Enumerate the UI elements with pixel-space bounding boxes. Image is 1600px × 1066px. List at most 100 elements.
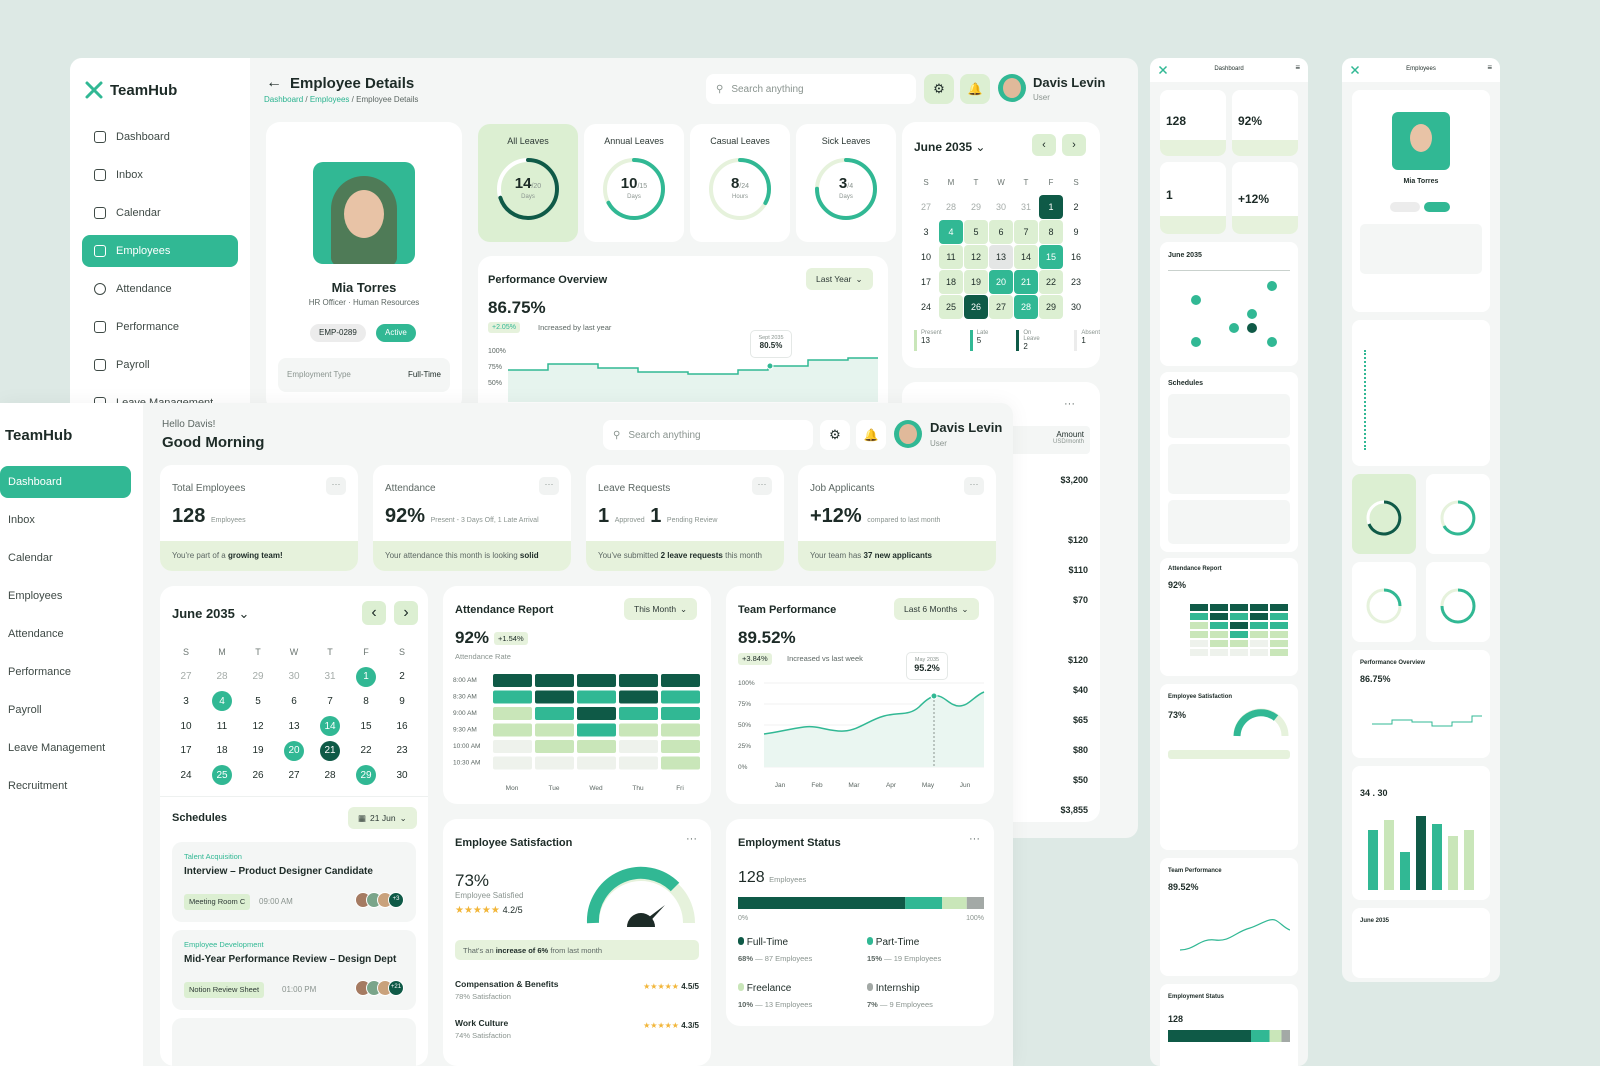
calendar-day[interactable]: 27: [180, 671, 192, 683]
menu-icon[interactable]: ≡: [1295, 63, 1300, 72]
calendar-month[interactable]: June 2035 ⌄: [914, 140, 986, 154]
calendar-day[interactable]: 29: [252, 671, 264, 683]
more-icon[interactable]: ···: [969, 833, 980, 845]
calendar-day[interactable]: 12: [252, 720, 264, 732]
notifications-button[interactable]: 🔔: [856, 420, 886, 450]
calendar-day[interactable]: 27: [920, 202, 931, 212]
calendar-day[interactable]: 24: [180, 769, 192, 781]
calendar-day[interactable]: 30: [1070, 302, 1081, 312]
leave-card-all[interactable]: All Leaves 14/20 Days: [478, 124, 578, 242]
sidebar-item-leave-management[interactable]: Leave Management: [8, 742, 106, 754]
calendar-day[interactable]: 28: [216, 671, 228, 683]
calendar-day[interactable]: 18: [216, 745, 228, 757]
search-input[interactable]: ⚲ Search anything: [603, 420, 813, 450]
calendar-day[interactable]: 4: [939, 220, 963, 244]
logo-text[interactable]: TeamHub: [5, 427, 73, 444]
calendar-day[interactable]: 2: [1073, 202, 1079, 212]
calendar-day[interactable]: 28: [945, 202, 956, 212]
calendar-day[interactable]: 3: [923, 227, 929, 237]
more-icon[interactable]: ···: [1064, 398, 1075, 410]
schedule-item[interactable]: Talent Acquisition Interview – Product D…: [172, 842, 416, 922]
calendar-day[interactable]: 11: [216, 720, 228, 732]
calendar-month[interactable]: June 2035 ⌄: [172, 606, 250, 621]
leave-card-casual[interactable]: Casual Leaves 8/24 Hours: [690, 124, 790, 242]
more-icon[interactable]: ···: [964, 477, 984, 495]
notifications-button[interactable]: 🔔: [960, 74, 990, 104]
logo[interactable]: TeamHub: [84, 80, 177, 100]
avatar[interactable]: [894, 420, 922, 448]
calendar-day[interactable]: 28: [1014, 295, 1038, 319]
more-icon[interactable]: ···: [752, 477, 772, 495]
more-icon[interactable]: ···: [539, 477, 559, 495]
menu-icon[interactable]: ≡: [1487, 63, 1492, 72]
sidebar-item-performance[interactable]: Performance: [82, 311, 238, 343]
more-icon[interactable]: ···: [326, 477, 346, 495]
calendar-day[interactable]: 31: [1020, 202, 1031, 212]
calendar-day[interactable]: 16: [1070, 252, 1081, 262]
calendar-day[interactable]: 25: [204, 763, 240, 788]
calendar-day[interactable]: 21: [312, 738, 348, 763]
stat-leave-requests[interactable]: Leave Requests ··· 1 Approved 1 Pending R…: [586, 465, 784, 571]
calendar-day[interactable]: 14: [1014, 245, 1038, 269]
calendar-day[interactable]: 3: [183, 695, 189, 707]
sidebar-item-attendance[interactable]: Attendance: [82, 273, 238, 305]
calendar-day[interactable]: 13: [989, 245, 1013, 269]
team-performance-filter[interactable]: Last 6 Months ⌄: [894, 598, 979, 620]
calendar-day[interactable]: 13: [288, 720, 300, 732]
stat-total-employees[interactable]: Total Employees ··· 128 Employees You're …: [160, 465, 358, 571]
calendar-day[interactable]: 14: [312, 714, 348, 739]
stat-attendance[interactable]: Attendance ··· 92% Present - 3 Days Off, …: [373, 465, 571, 571]
calendar-day[interactable]: 7: [1014, 220, 1038, 244]
prev-month-button[interactable]: ‹: [1032, 134, 1056, 156]
calendar-day[interactable]: 7: [327, 695, 333, 707]
sidebar-item-employees[interactable]: Employees: [8, 590, 63, 602]
calendar-day[interactable]: 8: [363, 695, 369, 707]
settings-button[interactable]: ⚙: [820, 420, 850, 450]
calendar-day[interactable]: 17: [920, 277, 931, 287]
calendar-day[interactable]: 5: [255, 695, 261, 707]
more-icon[interactable]: ···: [686, 833, 697, 845]
breadcrumb-dashboard[interactable]: Dashboard: [264, 95, 304, 104]
calendar-day[interactable]: 19: [964, 270, 988, 294]
sidebar-item-recruitment[interactable]: Recruitment: [8, 780, 68, 792]
calendar-day[interactable]: 30: [396, 769, 408, 781]
calendar-day[interactable]: 23: [1070, 277, 1081, 287]
calendar-day[interactable]: 27: [288, 769, 300, 781]
back-arrow-icon[interactable]: ←: [266, 74, 282, 91]
schedule-item[interactable]: Employee Development Mid-Year Performanc…: [172, 930, 416, 1010]
sidebar-item-payroll[interactable]: Payroll: [8, 704, 42, 716]
calendar-day[interactable]: 16: [396, 720, 408, 732]
calendar-day[interactable]: 11: [939, 245, 963, 269]
sidebar-item-inbox[interactable]: Inbox: [82, 159, 238, 191]
sidebar-item-attendance[interactable]: Attendance: [8, 628, 64, 640]
calendar-day[interactable]: 24: [920, 302, 931, 312]
calendar-day[interactable]: 1: [348, 665, 384, 690]
sidebar-item-payroll[interactable]: Payroll: [82, 349, 238, 381]
leave-card-annual[interactable]: Annual Leaves 10/15 Days: [584, 124, 684, 242]
settings-button[interactable]: ⚙: [924, 74, 954, 104]
calendar-day[interactable]: 1: [1039, 195, 1063, 219]
calendar-day[interactable]: 15: [360, 720, 372, 732]
calendar-day[interactable]: 17: [180, 745, 192, 757]
calendar-day[interactable]: 19: [252, 745, 264, 757]
sidebar-item-calendar[interactable]: Calendar: [8, 552, 53, 564]
calendar-day[interactable]: 20: [276, 738, 312, 763]
calendar-day[interactable]: 8: [1039, 220, 1063, 244]
sidebar-item-performance[interactable]: Performance: [8, 666, 71, 678]
calendar-day[interactable]: 25: [939, 295, 963, 319]
calendar-day[interactable]: 31: [324, 671, 336, 683]
avatar[interactable]: [998, 74, 1026, 102]
sidebar-item-inbox[interactable]: Inbox: [8, 514, 35, 526]
calendar-day[interactable]: 22: [360, 745, 372, 757]
calendar-day[interactable]: 29: [970, 202, 981, 212]
calendar-day[interactable]: 9: [399, 695, 405, 707]
calendar-day[interactable]: 29: [1039, 295, 1063, 319]
calendar-day[interactable]: 23: [396, 745, 408, 757]
calendar-day[interactable]: 15: [1039, 245, 1063, 269]
calendar-day[interactable]: 5: [964, 220, 988, 244]
calendar-day[interactable]: 26: [252, 769, 264, 781]
calendar-day[interactable]: 21: [1014, 270, 1038, 294]
schedule-item[interactable]: [172, 1018, 416, 1066]
performance-filter[interactable]: Last Year ⌄: [806, 268, 873, 290]
leave-card-sick[interactable]: Sick Leaves 3/4 Days: [796, 124, 896, 242]
